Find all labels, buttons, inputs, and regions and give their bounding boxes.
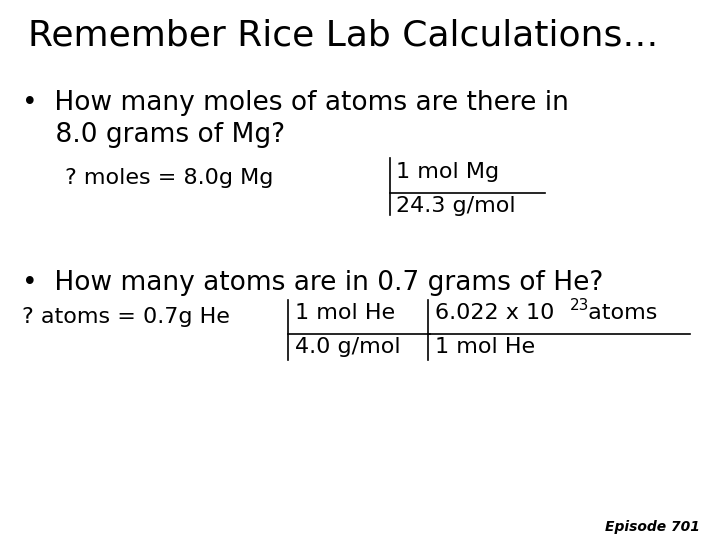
Text: 1 mol He: 1 mol He [435,337,535,357]
Text: 1 mol Mg: 1 mol Mg [396,162,499,182]
Text: 23: 23 [570,298,590,313]
Text: ? moles = 8.0g Mg: ? moles = 8.0g Mg [65,168,274,188]
Text: •  How many moles of atoms are there in: • How many moles of atoms are there in [22,90,569,116]
Text: 1 mol He: 1 mol He [295,303,395,323]
Text: ? atoms = 0.7g He: ? atoms = 0.7g He [22,307,230,327]
Text: 24.3 g/mol: 24.3 g/mol [396,196,516,216]
Text: 8.0 grams of Mg?: 8.0 grams of Mg? [22,122,285,148]
Text: •  How many atoms are in 0.7 grams of He?: • How many atoms are in 0.7 grams of He? [22,270,603,296]
Text: 4.0 g/mol: 4.0 g/mol [295,337,400,357]
Text: 6.022 x 10: 6.022 x 10 [435,303,554,323]
Text: Episode 701: Episode 701 [605,520,700,534]
Text: Remember Rice Lab Calculations…: Remember Rice Lab Calculations… [28,18,658,52]
Text: atoms: atoms [581,303,657,323]
